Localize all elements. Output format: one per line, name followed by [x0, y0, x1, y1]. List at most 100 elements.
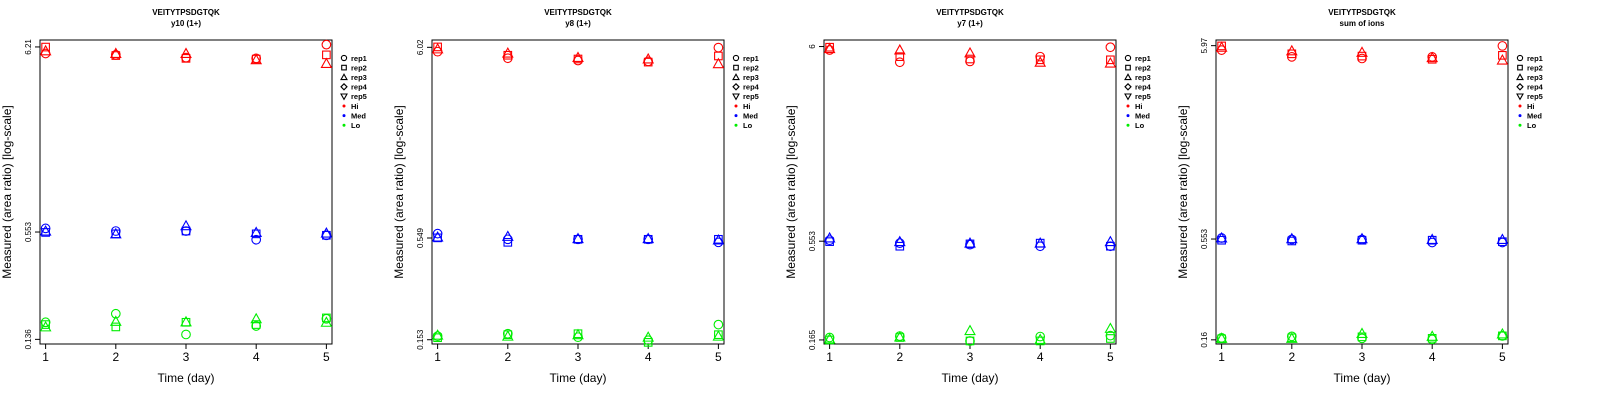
- data-point-hi-rep1-day5: [713, 42, 724, 53]
- y-tick-label: 0.549: [416, 227, 425, 248]
- legend-label-rep3: rep3: [1135, 73, 1151, 82]
- data-point-med-rep3-day3: [1356, 232, 1368, 244]
- y-tick-label: 0.553: [1200, 228, 1209, 249]
- data-point-hi-rep2-day1: [41, 42, 50, 52]
- chart-title: VEITYTPSDGTQK: [544, 8, 612, 17]
- plot-frame: [1215, 39, 1509, 345]
- diamond-icon: [340, 83, 348, 91]
- y-tick-label: 0.165: [808, 329, 817, 350]
- legend-label-med: Med: [743, 111, 758, 120]
- data-point-hi-rep1-day5: [1497, 41, 1508, 51]
- data-point-lo-rep3-day4: [1034, 333, 1047, 344]
- legend-label-hi: Hi: [743, 102, 751, 111]
- data-point-lo-rep2-day2: [111, 322, 121, 332]
- legend-dot-hi: [1126, 104, 1130, 108]
- data-point-med-rep3-day5: [1496, 233, 1509, 244]
- data-point-med-rep3-day5: [712, 233, 725, 245]
- data-point-lo-rep3-day2: [109, 315, 122, 326]
- triangle-up-icon: [1124, 73, 1132, 81]
- data-point-lo-rep3-day5: [1104, 322, 1117, 333]
- data-point-lo-rep2-day4: [643, 338, 653, 347]
- data-point-med-rep3-day1: [823, 231, 836, 243]
- legend-label-lo: Lo: [351, 121, 361, 130]
- data-point-hi-rep3-day2: [1285, 44, 1298, 56]
- square-icon: [341, 64, 347, 71]
- data-point-med-rep1-day5: [713, 237, 724, 248]
- data-point-hi-rep2-day5: [1498, 50, 1507, 60]
- circle-icon: [340, 54, 348, 62]
- legend-dot-med: [342, 114, 346, 118]
- circle-icon: [1124, 54, 1132, 62]
- legend-label-rep1: rep1: [1527, 54, 1543, 63]
- data-point-lo-rep3-day4: [250, 312, 263, 324]
- data-point-med-rep3-day1: [1215, 231, 1228, 243]
- triangle-up-icon: [1516, 73, 1524, 81]
- data-point-hi-rep3-day5: [712, 57, 725, 69]
- data-point-hi-rep3-day3: [180, 47, 192, 59]
- legend-label-rep3: rep3: [743, 73, 759, 82]
- data-point-hi-rep1-day4: [1427, 52, 1438, 62]
- data-point-med-rep1-day1: [824, 235, 835, 246]
- x-tick-label: 4: [1429, 350, 1436, 364]
- legend-dot-med: [1518, 114, 1522, 118]
- legend-dot-lo: [734, 123, 738, 127]
- y-tick-label: 0.136: [24, 329, 33, 350]
- data-point-med-rep3-day2: [109, 227, 122, 239]
- data-point-med-rep1-day4: [251, 234, 262, 245]
- x-tick-label: 5: [1499, 350, 1506, 364]
- data-point-lo-rep2-day1: [41, 320, 50, 329]
- data-point-lo-rep1-day2: [110, 308, 121, 319]
- data-point-med-rep3-day1: [431, 231, 444, 242]
- data-point-lo-rep3-day2: [1285, 332, 1298, 343]
- data-point-med-rep3-day1: [39, 224, 52, 236]
- legend-label-lo: Lo: [1135, 121, 1145, 130]
- y-tick-label: 5.97: [1200, 37, 1209, 53]
- data-point-lo-rep1-day5: [1497, 331, 1508, 341]
- chart-subtitle: sum of ions: [1340, 19, 1385, 28]
- square-icon: [1517, 64, 1523, 71]
- data-point-lo-rep3-day3: [572, 328, 584, 340]
- data-point-hi-rep1-day3: [1357, 53, 1367, 64]
- data-point-lo-rep3-day4: [1426, 330, 1439, 341]
- square-icon: [733, 64, 739, 71]
- legend-label-rep5: rep5: [1135, 92, 1151, 101]
- chart-subtitle: y8 (1+): [565, 19, 591, 28]
- legend-label-hi: Hi: [1527, 102, 1535, 111]
- x-tick-label: 2: [112, 350, 119, 364]
- data-point-hi-rep2-day2: [895, 52, 905, 61]
- plot-frame: [431, 39, 725, 345]
- triangle-up-icon: [732, 73, 740, 81]
- x-tick-label: 1: [826, 350, 833, 364]
- data-point-lo-rep3-day4: [642, 331, 655, 342]
- y-tick-label: 0.553: [24, 221, 33, 242]
- legend-label-rep2: rep2: [1527, 63, 1543, 72]
- legend-label-med: Med: [1135, 111, 1150, 120]
- x-tick-label: 1: [434, 350, 441, 364]
- data-point-hi-rep2-day3: [965, 54, 975, 64]
- chart-panel-1: VEITYTPSDGTQK y10 (1+) 1 2 3 4 5 Time (day) 0.13…: [0, 8, 368, 385]
- data-point-hi-rep3-day4: [250, 53, 263, 65]
- legend-label-rep2: rep2: [351, 63, 367, 72]
- data-point-med-rep3-day5: [1104, 235, 1117, 247]
- diamond-icon: [1124, 83, 1132, 91]
- data-point-med-rep3-day4: [1426, 233, 1439, 244]
- data-point-hi-rep1-day5: [1105, 42, 1116, 53]
- legend-dot-med: [1126, 114, 1130, 118]
- circle-icon: [732, 54, 740, 62]
- legend-dot-hi: [1518, 104, 1522, 108]
- y-axis-label: Measured (area ratio) [log-scale]: [0, 105, 14, 278]
- data-point-hi-rep2-day3: [181, 54, 191, 63]
- legend-dot-lo: [342, 123, 346, 127]
- data-point-lo-rep3-day3: [180, 315, 192, 327]
- data-point-hi-rep1-day2: [894, 57, 905, 68]
- y-tick-label: 0.553: [808, 231, 817, 252]
- y-tick-label: 6.21: [24, 39, 33, 55]
- x-tick-label: 2: [896, 350, 903, 364]
- data-point-hi-rep3-day2: [109, 47, 122, 59]
- diamond-icon: [732, 83, 740, 91]
- legend-label-rep4: rep4: [351, 83, 368, 92]
- data-point-med-rep3-day5: [320, 227, 333, 238]
- data-point-hi-rep3-day4: [642, 52, 655, 64]
- diamond-icon: [1516, 83, 1524, 91]
- legend-label-rep5: rep5: [351, 92, 367, 101]
